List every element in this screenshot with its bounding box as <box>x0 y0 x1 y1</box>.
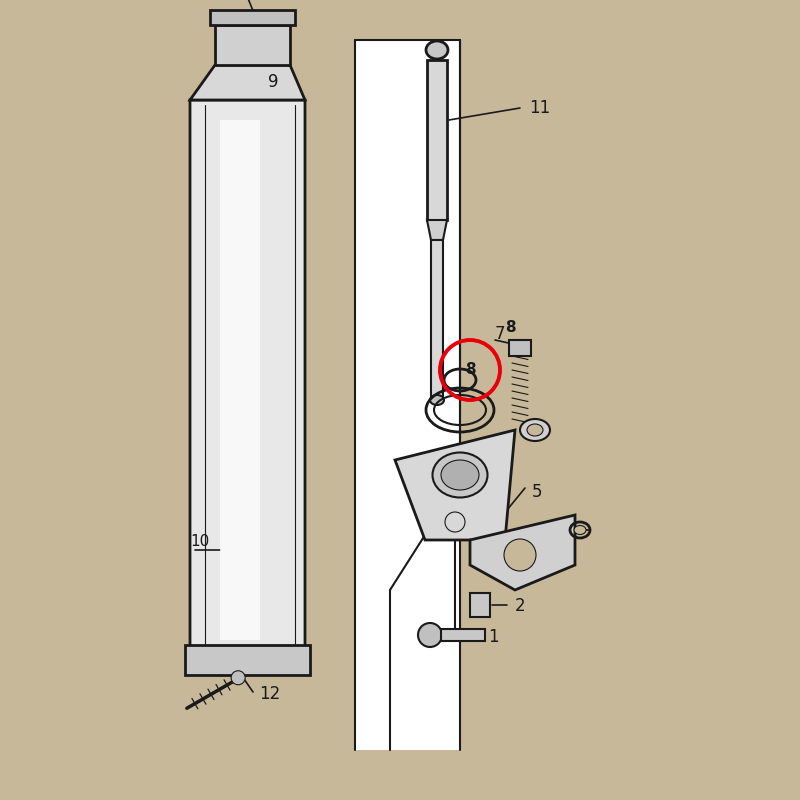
Text: 11: 11 <box>530 99 550 117</box>
Polygon shape <box>427 60 447 220</box>
Text: 5: 5 <box>532 483 542 501</box>
Text: 8: 8 <box>465 362 475 378</box>
Text: 4: 4 <box>538 523 548 541</box>
Polygon shape <box>509 340 531 356</box>
Text: 3: 3 <box>533 545 543 563</box>
Circle shape <box>231 670 245 685</box>
Polygon shape <box>185 645 310 675</box>
Circle shape <box>504 539 536 571</box>
Polygon shape <box>355 40 460 750</box>
Ellipse shape <box>441 460 479 490</box>
Polygon shape <box>441 629 485 641</box>
Text: 10: 10 <box>190 534 210 550</box>
Text: 8: 8 <box>505 321 515 335</box>
Ellipse shape <box>574 526 586 534</box>
Text: 9: 9 <box>268 73 278 91</box>
Text: 1: 1 <box>488 628 498 646</box>
Polygon shape <box>427 220 447 240</box>
Text: 12: 12 <box>259 685 281 703</box>
Polygon shape <box>210 10 295 25</box>
Polygon shape <box>215 25 290 65</box>
Polygon shape <box>395 430 515 540</box>
Polygon shape <box>470 515 575 590</box>
Text: 7: 7 <box>494 325 506 343</box>
Polygon shape <box>190 65 305 100</box>
Polygon shape <box>355 40 460 750</box>
Text: 2: 2 <box>514 597 526 615</box>
Text: 6: 6 <box>534 423 546 441</box>
Polygon shape <box>470 593 490 617</box>
Ellipse shape <box>520 419 550 441</box>
Ellipse shape <box>430 395 444 405</box>
Circle shape <box>418 623 442 647</box>
Polygon shape <box>431 240 443 400</box>
Ellipse shape <box>527 424 543 436</box>
Ellipse shape <box>426 41 448 59</box>
Polygon shape <box>220 120 260 640</box>
Ellipse shape <box>433 453 487 498</box>
Polygon shape <box>190 100 305 670</box>
